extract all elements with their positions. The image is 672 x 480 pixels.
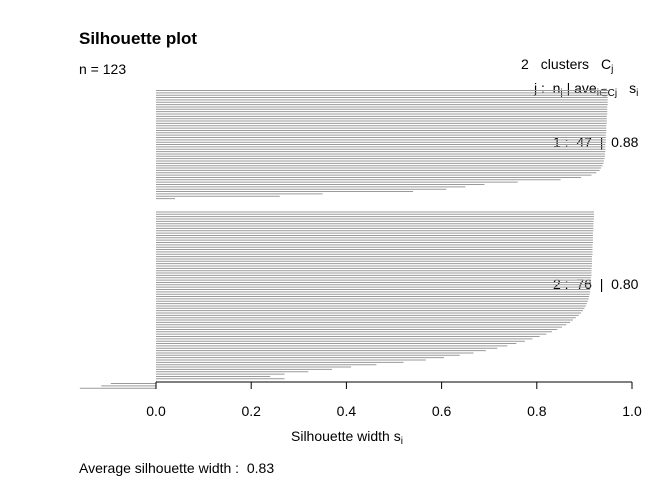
ave-sub: i∈Cj	[596, 88, 618, 99]
legend-header-columns: j : nj | avei∈Cj si	[534, 80, 639, 99]
clusters-word: clusters	[540, 56, 590, 72]
cluster-avg: 0.88	[611, 134, 639, 150]
cluster-sep: |	[599, 276, 604, 292]
chart-title: Silhouette plot	[79, 29, 198, 48]
s-sub: i	[636, 88, 639, 99]
silhouette-bars	[79, 90, 609, 389]
n-label: n = 123	[79, 61, 127, 77]
legend-header-clusters: 2 clusters Cj	[521, 56, 614, 75]
average-value: 0.83	[246, 460, 275, 476]
x-axis-label-main: Silhouette width s	[291, 428, 401, 444]
average-label: Average silhouette width :	[79, 460, 240, 476]
s-main: s	[629, 80, 637, 96]
c-main: C	[601, 56, 612, 72]
average-silhouette: Average silhouette width : 0.83	[79, 460, 274, 476]
n-sub: j	[560, 88, 563, 99]
x-tick-label: 0.6	[432, 403, 452, 419]
j-label: j :	[534, 80, 545, 96]
c-sub: j	[611, 64, 614, 75]
x-tick-label: 0.8	[527, 403, 547, 419]
x-axis: 0.0 0.2 0.4 0.6 0.8 1.0	[146, 381, 642, 419]
x-tick-label: 0.2	[241, 403, 261, 419]
cluster-avg: 0.80	[611, 276, 639, 292]
x-axis-label-sub: i	[400, 436, 403, 447]
x-tick-label: 0.4	[337, 403, 357, 419]
x-axis-label: Silhouette width si	[291, 428, 403, 447]
cluster-count: 2	[521, 56, 529, 72]
x-tick-label: 0.0	[146, 403, 166, 419]
x-tick-label: 1.0	[622, 403, 642, 419]
ave-main: | ave	[566, 80, 597, 96]
n-main: n	[552, 80, 561, 96]
